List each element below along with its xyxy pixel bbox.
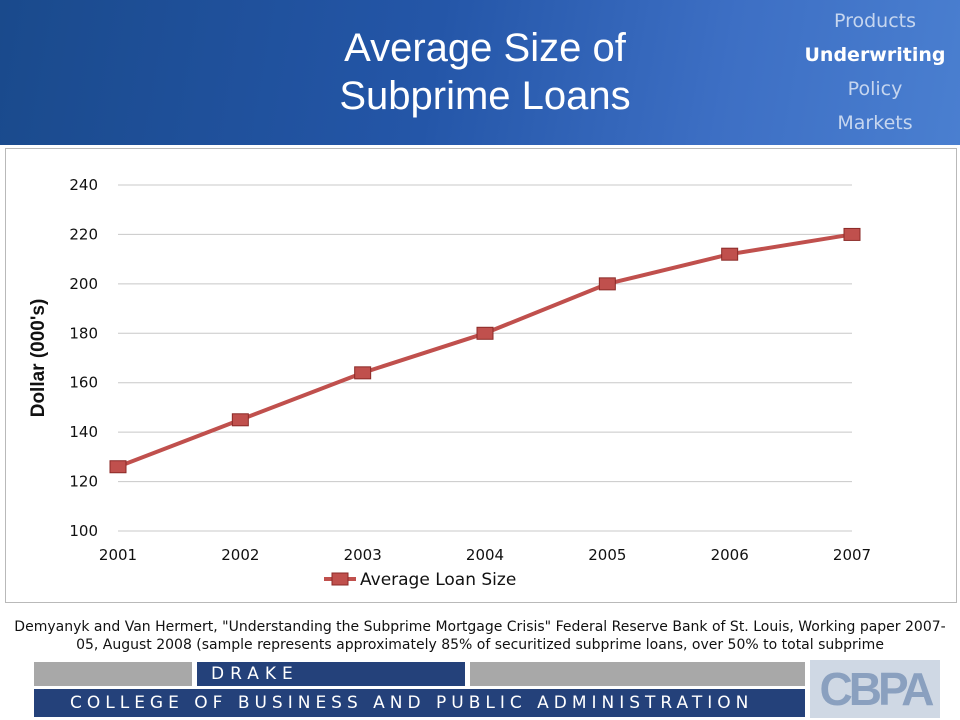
x-tick-label: 2004 xyxy=(466,546,504,564)
data-point-marker xyxy=(231,413,249,427)
data-point-marker xyxy=(354,366,372,380)
footer-bar-decor-2 xyxy=(470,662,805,686)
x-tick-label: 2005 xyxy=(588,546,626,564)
footer-bar-decor-1 xyxy=(34,662,192,686)
line-chart: 100 120 140 160 180 200 220 240 2001 2002 2003 2004… xyxy=(28,176,871,590)
college-name: COLLEGE OF BUSINESS AND PUBLIC ADMINISTR… xyxy=(34,689,805,717)
legend-marker xyxy=(331,572,349,586)
data-point-marker xyxy=(598,277,616,291)
data-point-marker xyxy=(721,247,739,261)
title-line-1: Average Size of xyxy=(344,26,626,70)
data-point-marker xyxy=(476,326,494,340)
y-axis-label: Dollar (000's) xyxy=(28,299,49,418)
data-point-marker xyxy=(109,460,127,474)
y-tick-label: 120 xyxy=(69,473,98,491)
cbpa-logo: CBPA xyxy=(810,660,940,718)
citation: Demyanyk and Van Hermert, "Understanding… xyxy=(10,618,950,654)
nav-item-products[interactable]: Products xyxy=(833,10,917,32)
nav-item-markets[interactable]: Markets xyxy=(837,112,913,134)
chart-container: 100 120 140 160 180 200 220 240 2001 2002 2003 2004… xyxy=(5,148,957,603)
footer-banner: DRAKE UNIVERSITY COLLEGE OF BUSINESS AND… xyxy=(0,658,960,720)
x-tick-label: 2003 xyxy=(344,546,382,564)
y-tick-label: 100 xyxy=(69,522,98,540)
y-tick-label: 180 xyxy=(69,324,98,342)
x-tick-label: 2001 xyxy=(99,546,137,564)
x-tick-label: 2007 xyxy=(833,546,871,564)
page-title: Average Size of Subprime Loans xyxy=(270,24,700,120)
y-tick-label: 140 xyxy=(69,423,98,441)
title-line-2: Subprime Loans xyxy=(339,74,631,118)
nav-item-underwriting[interactable]: Underwriting xyxy=(804,44,946,66)
citation-line-2: 05, August 2008 (sample represents appro… xyxy=(76,637,884,653)
section-nav: Products Underwriting Policy Markets xyxy=(800,4,950,140)
legend-label: Average Loan Size xyxy=(360,570,516,590)
citation-line-1: Demyanyk and Van Hermert, "Understanding… xyxy=(14,619,946,635)
y-tick-label: 220 xyxy=(69,225,98,243)
x-tick-label: 2006 xyxy=(711,546,749,564)
y-tick-label: 240 xyxy=(69,176,98,194)
y-tick-label: 160 xyxy=(69,374,98,392)
x-tick-label: 2002 xyxy=(221,546,259,564)
university-name: DRAKE UNIVERSITY xyxy=(197,662,465,708)
y-tick-label: 200 xyxy=(69,275,98,293)
header-banner: Average Size of Subprime Loans Products … xyxy=(0,0,960,145)
cbpa-logo-text: CBPA xyxy=(819,663,935,715)
nav-item-policy[interactable]: Policy xyxy=(847,78,903,100)
data-point-marker xyxy=(843,227,861,241)
